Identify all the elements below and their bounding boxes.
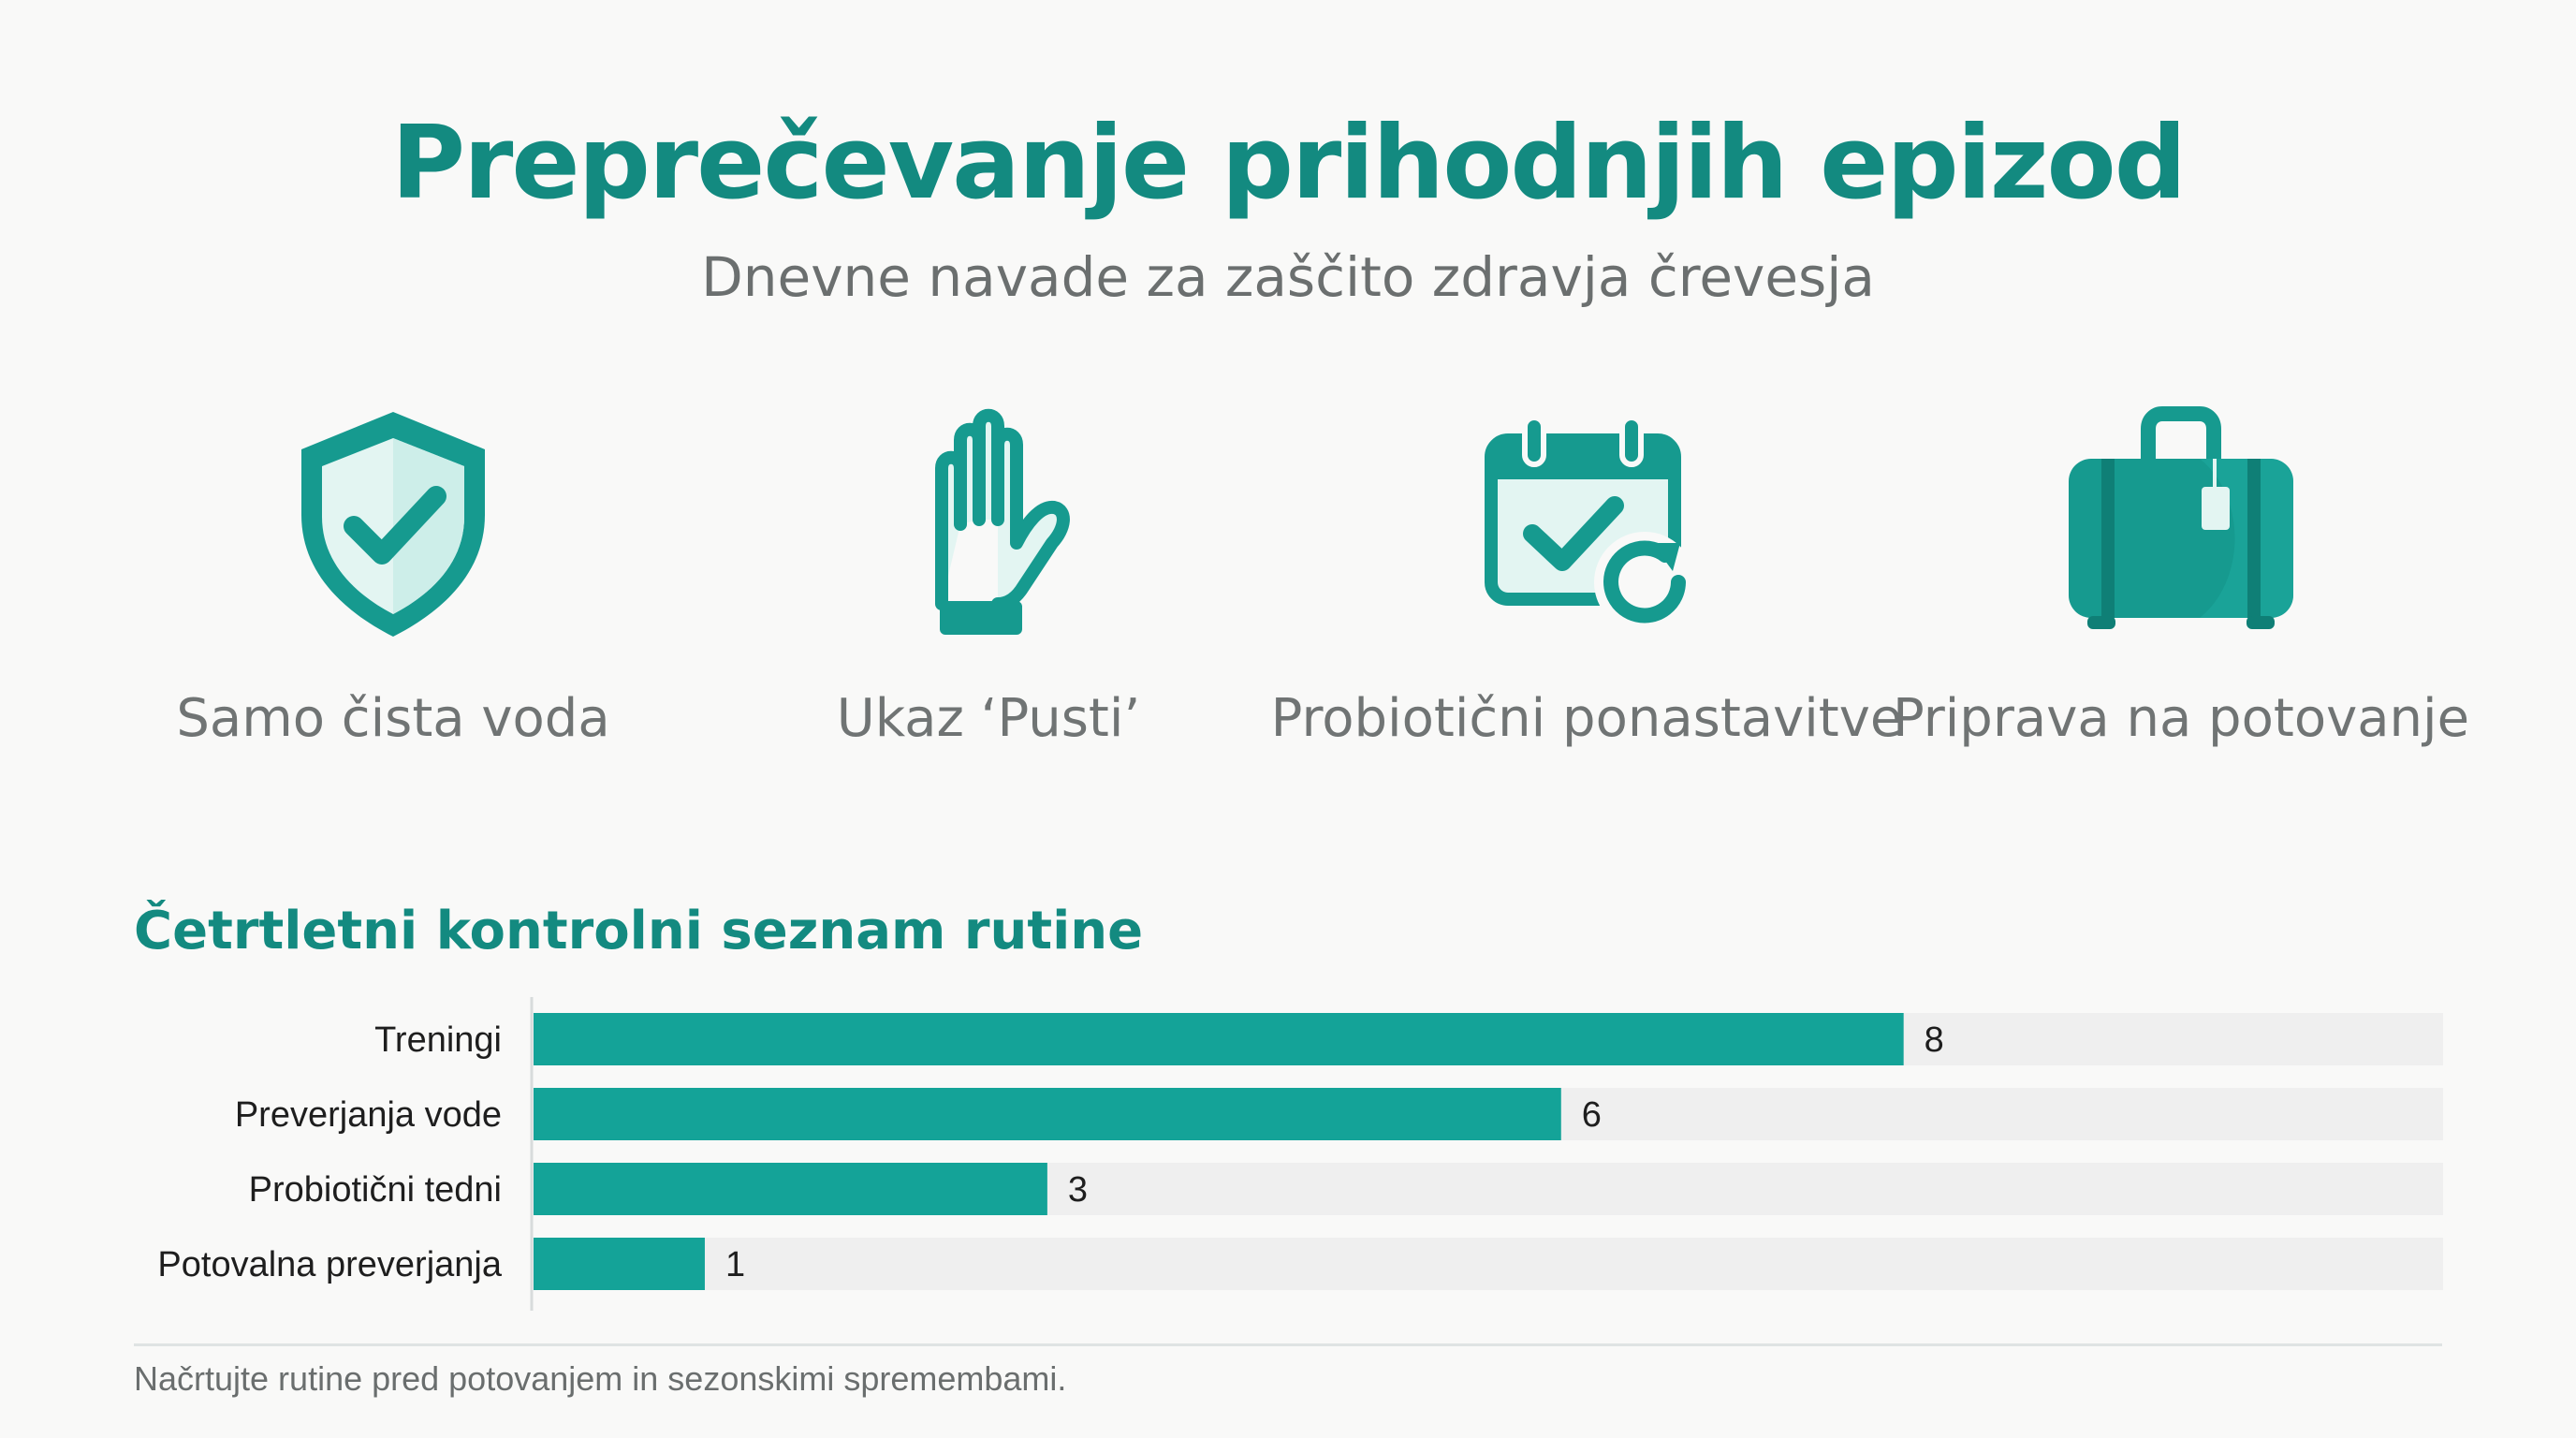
category-label: Treningi <box>374 1020 502 1060</box>
feature-probiotic-resets: Probiotični ponastavitve <box>1259 403 1914 751</box>
category-label: Probiotični tedni <box>249 1170 502 1210</box>
bar-track <box>534 1238 2443 1290</box>
calendar-check-refresh-icon <box>1485 415 1695 633</box>
bar <box>534 1163 1047 1215</box>
footnote: Načrtujte rutine pred potovanjem in sezo… <box>134 1359 1067 1398</box>
value-label: 3 <box>1068 1170 1088 1210</box>
bar <box>534 1088 1561 1140</box>
feature-label: Samo čista voda <box>176 688 610 749</box>
value-label: 8 <box>1925 1020 1944 1060</box>
value-label: 1 <box>725 1245 745 1284</box>
divider <box>134 1343 2442 1346</box>
value-label: 6 <box>1582 1095 1602 1135</box>
category-label: Potovalna preverjanja <box>157 1245 502 1284</box>
bar <box>534 1238 705 1290</box>
hand-stop-icon <box>935 408 1070 635</box>
feature-clean-water: Samo čista voda <box>66 403 721 751</box>
bar-chart: Treningi 8 Preverjanja vode 6 Probiotični te… <box>157 997 2443 1311</box>
page-title: Preprečevanje prihodnjih epizod <box>390 105 2187 222</box>
shield-check-icon <box>301 412 485 637</box>
feature-label: Priprava na potovanje <box>1892 688 2470 749</box>
feature-label: Probiotični ponastavitve <box>1270 688 1903 749</box>
suitcase-icon <box>2069 406 2293 629</box>
feature-travel-prep: Priprava na potovanje <box>1853 403 2509 751</box>
feature-leave-it-command: Ukaz ‘Pusti’ <box>661 403 1316 751</box>
feature-label: Ukaz ‘Pusti’ <box>836 688 1141 749</box>
category-label: Preverjanja vode <box>235 1095 502 1135</box>
checklist-title: Četrtletni kontrolni seznam rutine <box>134 901 1144 961</box>
page-subtitle: Dnevne navade za zaščito zdravja črevesj… <box>701 245 1875 309</box>
bar <box>534 1013 1904 1065</box>
